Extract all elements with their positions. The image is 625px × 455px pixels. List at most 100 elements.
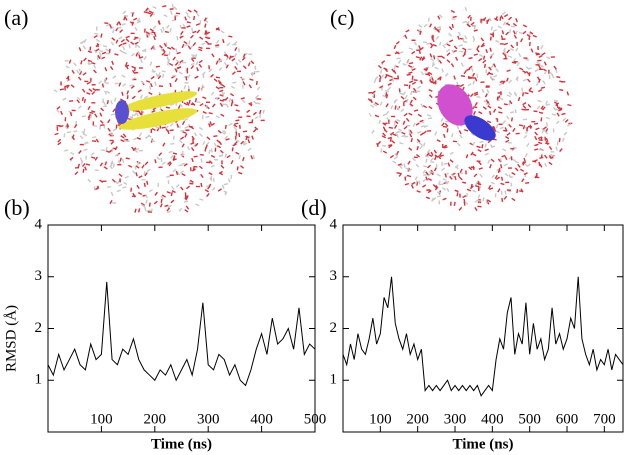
water <box>415 56 420 59</box>
water <box>514 92 518 97</box>
water <box>185 205 190 210</box>
water <box>175 59 180 63</box>
water <box>80 160 84 165</box>
water <box>401 131 406 135</box>
water <box>118 43 123 48</box>
water <box>172 156 176 161</box>
water <box>88 88 93 93</box>
water <box>208 68 213 73</box>
water <box>441 167 446 172</box>
water <box>57 138 62 143</box>
water <box>466 23 471 28</box>
water <box>433 26 438 31</box>
water <box>389 137 392 142</box>
water <box>161 51 166 56</box>
water <box>496 117 499 122</box>
water <box>94 32 99 35</box>
water <box>183 163 188 167</box>
water <box>506 115 510 120</box>
water <box>417 113 422 118</box>
water <box>122 83 127 87</box>
water <box>509 29 512 34</box>
water <box>162 5 167 8</box>
water <box>376 142 379 148</box>
water <box>84 166 88 171</box>
water <box>472 141 476 146</box>
water <box>511 61 517 64</box>
water <box>435 35 440 40</box>
water <box>125 35 130 39</box>
water <box>202 111 207 115</box>
water <box>224 96 229 101</box>
water <box>81 88 86 93</box>
water <box>145 194 148 199</box>
water <box>506 94 511 98</box>
water <box>169 129 174 132</box>
water <box>220 164 225 169</box>
water <box>495 68 499 72</box>
water <box>490 52 495 57</box>
water <box>502 47 507 52</box>
water <box>449 151 454 155</box>
water <box>206 136 211 141</box>
water <box>57 141 62 146</box>
rmsd-line <box>342 276 624 397</box>
water <box>492 29 497 33</box>
water <box>518 31 523 34</box>
water <box>443 133 446 138</box>
water <box>473 53 478 56</box>
water <box>181 173 186 177</box>
water <box>407 160 411 165</box>
water <box>92 124 98 128</box>
water <box>404 182 410 186</box>
water <box>526 163 531 168</box>
water <box>220 113 225 117</box>
water <box>431 197 435 202</box>
water <box>252 70 256 76</box>
x-axis-title: Time (ns) <box>151 436 212 452</box>
water <box>114 153 119 157</box>
water <box>144 161 149 166</box>
water <box>192 30 197 34</box>
protein <box>464 115 496 141</box>
water <box>458 130 462 135</box>
water <box>388 144 393 147</box>
water <box>109 165 113 170</box>
water <box>154 191 158 196</box>
water <box>523 134 528 139</box>
water <box>413 109 419 112</box>
water <box>567 123 572 127</box>
water <box>168 162 172 167</box>
water <box>442 178 447 181</box>
water <box>463 201 466 206</box>
water <box>382 94 387 98</box>
water <box>105 150 110 154</box>
water <box>172 152 178 155</box>
water <box>164 30 169 34</box>
water <box>538 161 541 167</box>
water <box>147 134 152 138</box>
water <box>155 65 160 68</box>
water <box>394 120 399 125</box>
water <box>159 203 163 208</box>
water <box>215 44 220 47</box>
water <box>545 140 549 145</box>
water <box>446 48 451 53</box>
water <box>473 91 479 95</box>
water <box>231 99 234 104</box>
water <box>409 103 414 107</box>
water <box>406 167 410 172</box>
water <box>137 89 142 93</box>
water <box>70 84 75 88</box>
water <box>146 11 152 15</box>
water <box>450 173 455 178</box>
water <box>419 30 422 36</box>
water <box>98 50 104 53</box>
water <box>449 159 454 163</box>
water <box>205 115 210 119</box>
water <box>501 30 505 35</box>
water <box>121 158 125 163</box>
water <box>241 56 246 61</box>
water <box>240 97 245 100</box>
water <box>130 85 135 89</box>
